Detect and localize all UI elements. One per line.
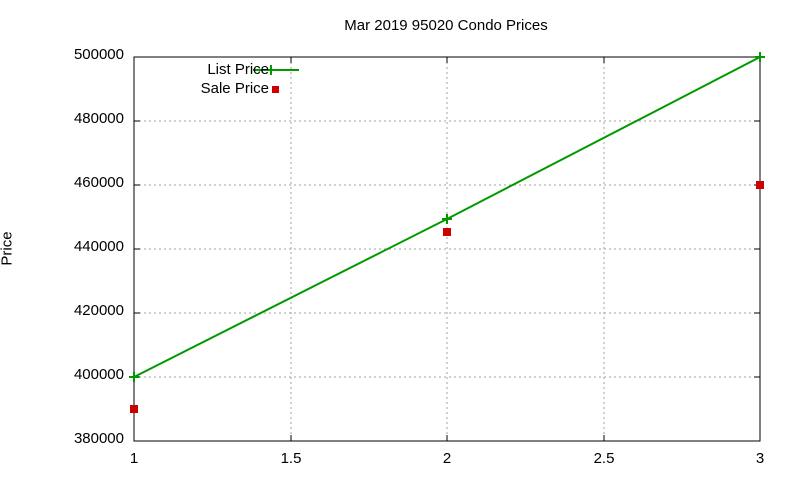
x-tick: 2.5 [593, 450, 615, 467]
y-tick: 380000 [73, 430, 124, 447]
y-tick: 400000 [73, 366, 124, 383]
series-list-price [129, 52, 765, 382]
x-tick: 3 [755, 450, 765, 467]
y-tick: 460000 [73, 174, 124, 191]
chart-title: Mar 2019 95020 Condo Prices [344, 17, 548, 34]
y-tick: 500000 [73, 46, 124, 63]
grid-lines [134, 57, 760, 441]
y-tick: 480000 [73, 110, 124, 127]
legend-entry-sale-price: Sale Price [200, 80, 269, 97]
x-tick: 2 [442, 450, 452, 467]
y-tick: 420000 [73, 302, 124, 319]
y-tick: 440000 [73, 238, 124, 255]
x-tick: 1 [129, 450, 139, 467]
x-tick: 1.5 [280, 450, 302, 467]
legend-entry-list-price: List Price [207, 61, 269, 78]
series-sale-price [130, 181, 764, 413]
legend-samples [253, 65, 299, 93]
